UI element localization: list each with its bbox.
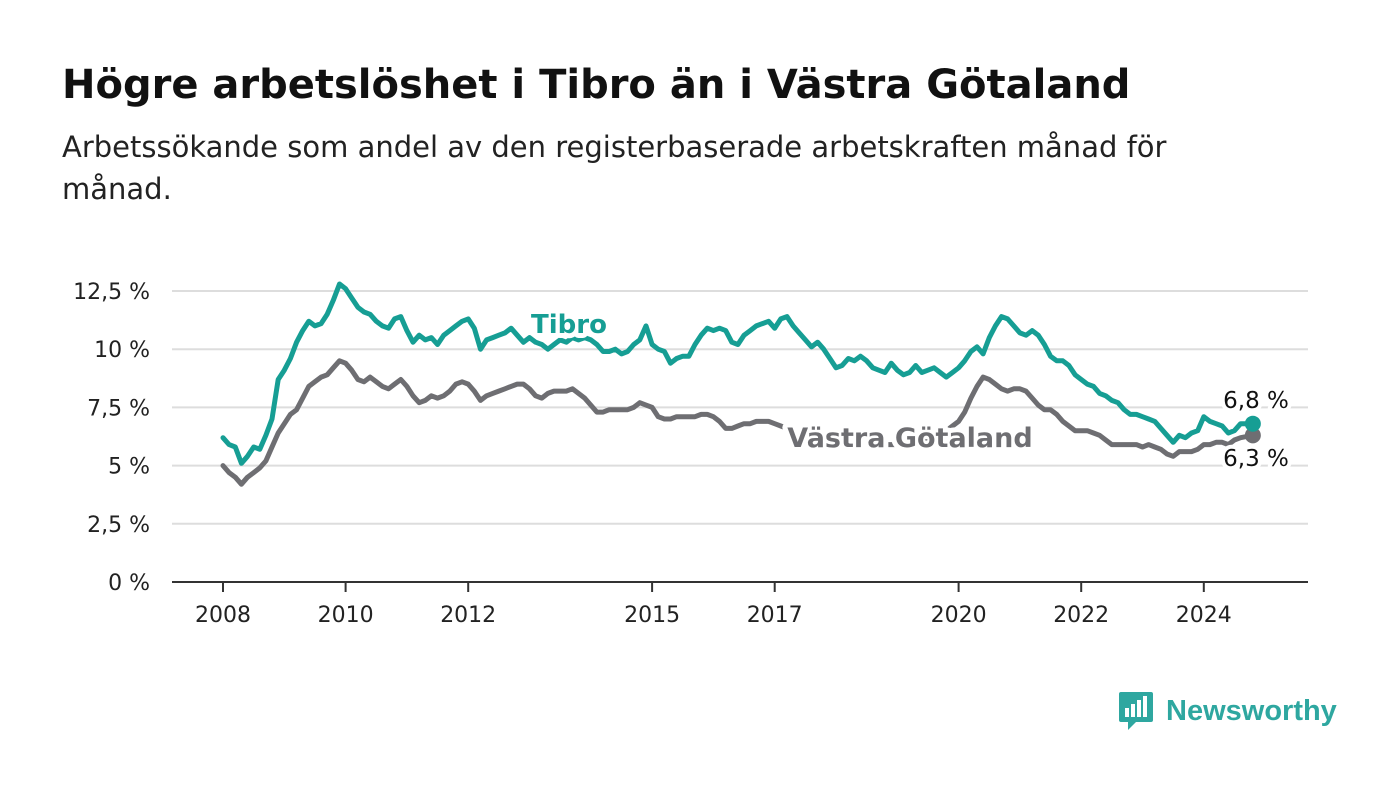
series-line-tibro: [220, 281, 1256, 466]
y-tick-label: 12,5 %: [73, 280, 150, 305]
x-tick-label: 2015: [624, 603, 680, 628]
chart-subtitle: Arbetssökande som andel av den registerb…: [62, 130, 1167, 206]
x-axis-ticks: 2008 2010 2012 2015 2017 2020 2022 2024: [195, 582, 1232, 628]
y-tick-label: 10 %: [94, 338, 150, 363]
end-point-vastra-gotaland: [1244, 427, 1261, 444]
x-tick-label: 2024: [1176, 603, 1232, 628]
end-value-label-tibro: 6,8 %: [1223, 388, 1289, 414]
series-name-tibro: Tibro: [531, 310, 607, 340]
series-labels: Tibro Västra Götaland 6,8 % 6,3 %: [526, 305, 1293, 476]
newsworthy-logo[interactable]: Newsworthy: [1118, 690, 1337, 732]
y-tick-label: 0 %: [108, 571, 150, 596]
brand-name: Newsworthy: [1166, 694, 1337, 727]
end-value-label-vastra-gotaland: 6,3 %: [1223, 446, 1289, 472]
y-axis-ticks: 0 % 2,5 % 5 % 7,5 % 10 % 12,5 %: [73, 280, 150, 596]
y-tick-label: 2,5 %: [87, 513, 150, 538]
y-tick-label: 5 %: [108, 455, 150, 480]
end-point-tibro: [1244, 415, 1261, 432]
series-line-vastra-gotaland: [220, 358, 1256, 487]
chart-title: Högre arbetslöshet i Tibro än i Västra G…: [62, 62, 1131, 108]
x-tick-label: 2020: [931, 603, 987, 628]
y-tick-label: 7,5 %: [87, 396, 150, 421]
grid-lines: [172, 290, 1308, 525]
series-name-vastra-gotaland: Västra Götaland: [787, 423, 1032, 454]
x-tick-label: 2017: [747, 603, 803, 628]
x-tick-label: 2010: [318, 603, 374, 628]
x-tick-label: 2012: [440, 603, 496, 628]
x-tick-label: 2008: [195, 603, 251, 628]
x-tick-label: 2022: [1053, 603, 1109, 628]
series-lines: [220, 281, 1261, 487]
newsworthy-logo-icon: [1119, 692, 1153, 730]
